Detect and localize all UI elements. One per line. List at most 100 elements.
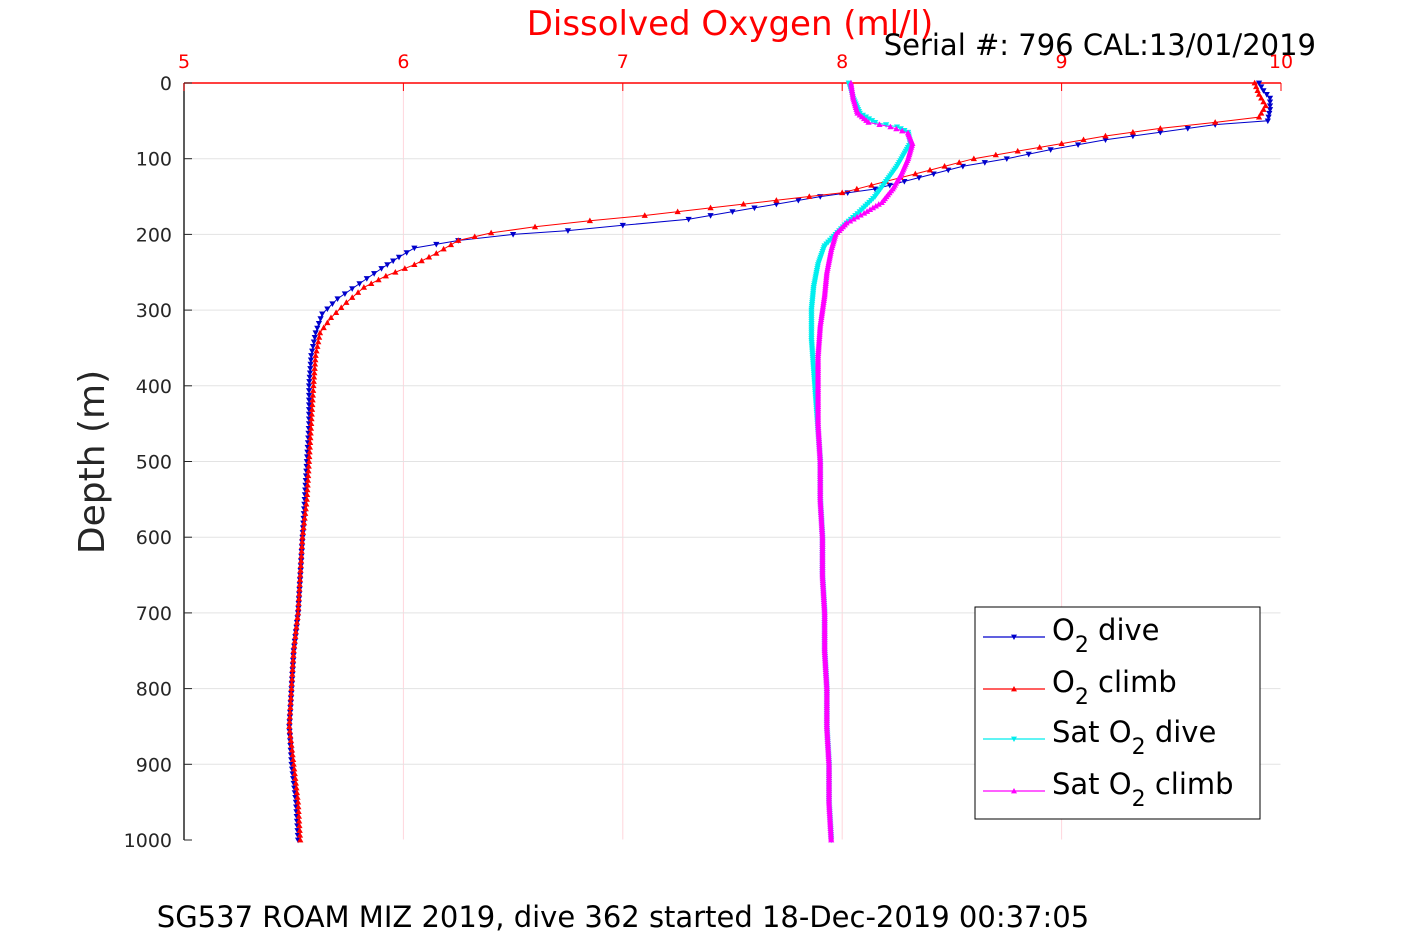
data-point — [307, 357, 315, 364]
data-point — [301, 515, 308, 521]
data-point — [433, 250, 440, 256]
data-point — [286, 723, 293, 729]
y-tick-label: 500 — [136, 452, 172, 474]
data-point — [305, 397, 313, 404]
data-point — [1264, 118, 1271, 125]
data-point — [314, 325, 321, 332]
data-point — [338, 304, 345, 310]
data-point — [294, 609, 302, 616]
data-point — [992, 151, 999, 158]
data-point — [1258, 110, 1265, 116]
data-point — [289, 751, 296, 758]
y-tick-label: 300 — [136, 300, 172, 322]
data-point — [291, 638, 298, 644]
data-point — [488, 229, 495, 236]
data-point — [327, 314, 335, 321]
legend-label: Sat O2 climb — [1052, 767, 1234, 812]
data-point — [349, 294, 356, 300]
data-point — [360, 284, 368, 290]
data-point — [293, 619, 301, 625]
data-point — [316, 334, 323, 340]
data-point — [872, 186, 879, 193]
data-point — [1260, 98, 1267, 105]
data-point — [297, 836, 304, 843]
data-point — [875, 201, 882, 207]
data-point — [324, 306, 331, 313]
y-tick-label: 700 — [136, 603, 172, 625]
chart-title: Dissolved Oxygen (ml/l) — [527, 4, 934, 44]
data-point — [315, 320, 323, 327]
data-point — [290, 756, 297, 762]
legend-label: O2 climb — [1052, 665, 1177, 710]
y-tick-label: 200 — [136, 224, 172, 246]
legend-label-main: Sat O — [1052, 715, 1132, 749]
data-point — [1266, 99, 1274, 106]
data-point — [854, 213, 861, 220]
data-point — [850, 215, 857, 222]
data-point — [306, 379, 313, 385]
data-point — [1129, 128, 1137, 135]
data-point — [292, 780, 300, 786]
legend-item: O2 climb — [983, 665, 1177, 710]
data-point — [959, 163, 966, 170]
data-point — [371, 271, 378, 277]
data-point — [390, 258, 397, 265]
legend-label-rest: climb — [1146, 767, 1234, 801]
x-tick-label: 6 — [397, 51, 409, 73]
data-point — [685, 216, 692, 223]
data-point — [1058, 140, 1065, 146]
data-point — [288, 746, 296, 753]
data-point — [306, 374, 313, 381]
data-point — [290, 761, 297, 767]
data-point — [882, 122, 890, 128]
data-point — [740, 200, 747, 207]
x-tick-label: 7 — [617, 51, 629, 73]
data-point — [305, 402, 313, 408]
series-sat-o2-climb — [814, 79, 916, 843]
data-point — [853, 185, 860, 192]
data-point — [1258, 94, 1265, 101]
data-point — [641, 212, 648, 218]
data-point — [941, 163, 948, 169]
data-point — [312, 330, 319, 337]
data-point — [1266, 103, 1274, 109]
data-point — [865, 119, 872, 125]
data-point — [306, 370, 314, 377]
chart-subtitle: Serial #: 796 CAL:13/01/2019 — [884, 28, 1316, 62]
legend-label-rest: climb — [1089, 665, 1177, 699]
legend-label-main: Sat O — [1052, 767, 1132, 801]
data-point — [384, 262, 391, 268]
data-point — [401, 265, 408, 271]
data-point — [1080, 136, 1087, 143]
data-point — [876, 121, 883, 128]
data-point — [915, 175, 923, 181]
series-layer — [286, 79, 1274, 844]
data-point — [291, 770, 298, 777]
data-point — [316, 329, 324, 336]
data-point — [1266, 107, 1274, 113]
data-point — [341, 291, 349, 297]
x-tick-label: 9 — [1056, 51, 1068, 73]
data-point — [509, 232, 517, 238]
data-point — [866, 206, 874, 213]
data-point — [886, 182, 893, 189]
data-point — [293, 789, 301, 796]
data-point — [309, 344, 317, 350]
data-point — [292, 628, 300, 635]
y-tick-label: 800 — [136, 679, 172, 701]
data-point — [887, 123, 894, 130]
data-point — [868, 181, 875, 188]
data-point — [375, 276, 382, 283]
x-tick-label: 5 — [178, 51, 190, 73]
data-point — [433, 241, 440, 248]
data-point — [455, 237, 462, 243]
data-point — [1260, 106, 1267, 112]
data-point — [828, 836, 835, 843]
data-point — [411, 261, 418, 268]
legend-label-main: O — [1052, 665, 1075, 699]
legend-label-subscript: 2 — [1075, 685, 1089, 710]
data-point — [1266, 110, 1273, 117]
data-point — [839, 189, 846, 196]
